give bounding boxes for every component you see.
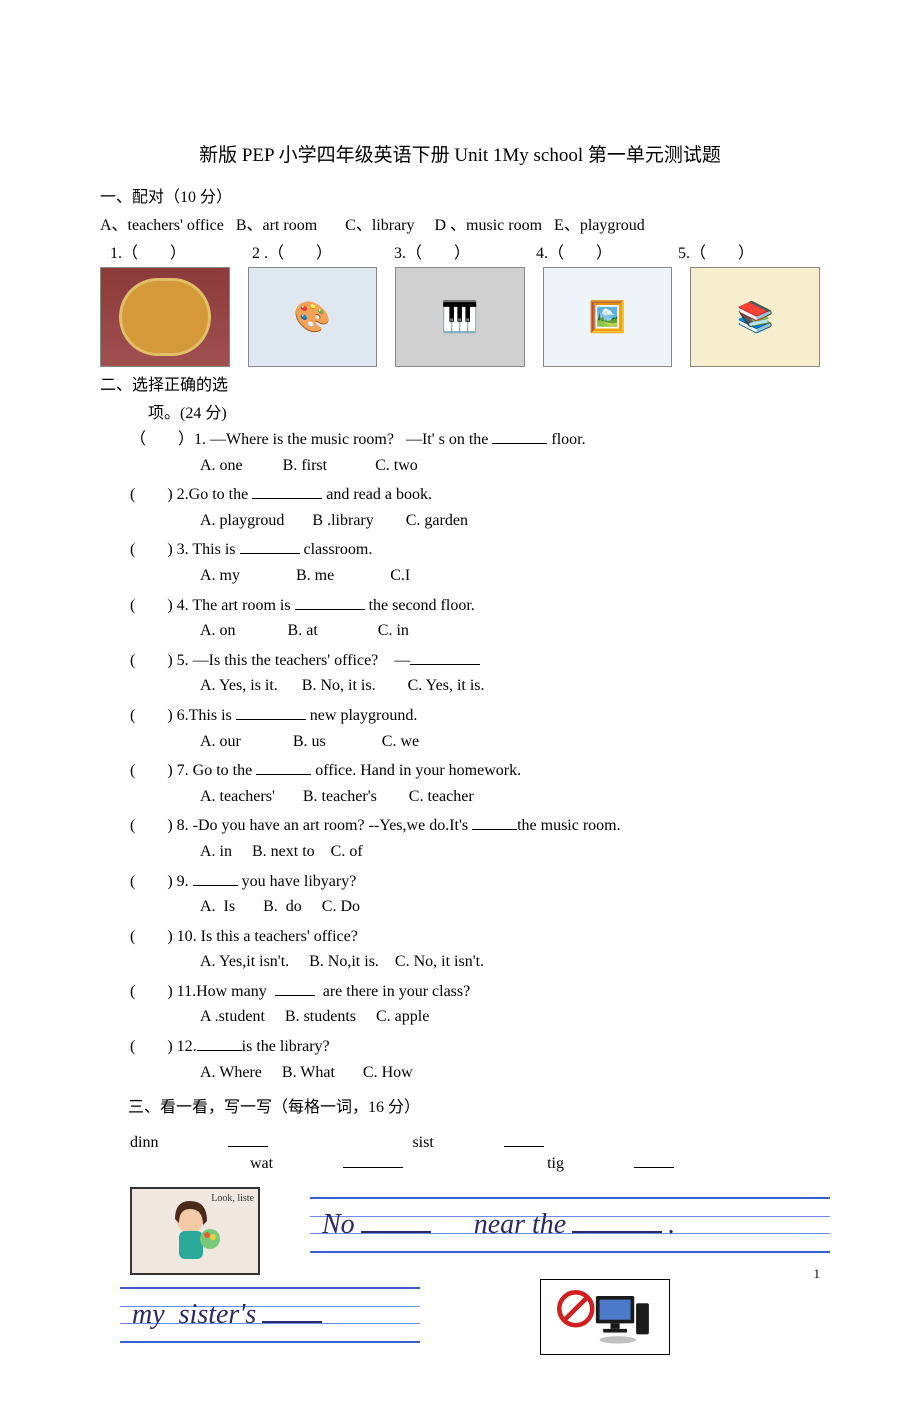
match-numbers-row: 1.（ ） 2 .（ ） 3.（ ） 4.（ ） 5.（ ） [110,239,820,263]
easel-image: 🖼️ [543,267,673,367]
fill-words-row: dinn sist wat tig [130,1131,820,1173]
girl-image-box: Look, liste [130,1187,260,1275]
question-stem[interactable]: ( ) 7. Go to the office. Hand in your ho… [130,758,820,784]
question-choices[interactable]: A. our B. us C. we [200,729,820,755]
question-choices[interactable]: A. one B. first C. two [200,453,820,479]
question-choices[interactable]: A. teachers' B. teacher's C. teacher [200,784,820,810]
fill-word-3[interactable]: wat [250,1155,473,1172]
question-choices[interactable]: A. in B. next to C. of [200,839,820,865]
art-room-image: 🎨 [248,267,378,367]
question-choices[interactable]: A. my B. me C.I [200,563,820,589]
question-choices[interactable]: A. on B. at C. in [200,618,820,644]
question-4: ( ) 4. The art room is the second floor.… [130,593,820,644]
fill-word-2[interactable]: sist [412,1134,613,1151]
question-1: （ ）1. —Where is the music room? —It' s o… [130,427,820,478]
look-listen-label: Look, liste [211,1193,254,1204]
match-num-2[interactable]: 2 .（ ） [252,239,394,263]
match-num-3[interactable]: 3.（ ） [394,239,536,263]
question-7: ( ) 7. Go to the office. Hand in your ho… [130,758,820,809]
question-10: ( ) 10. Is this a teachers' office?A. Ye… [130,924,820,975]
section1-heading: 一、配对（10 分） [100,183,820,207]
question-stem[interactable]: ( ) 11.How many are there in your class? [130,979,820,1005]
question-9: ( ) 9. you have libyary?A. Is B. do C. D… [130,869,820,920]
question-choices[interactable]: A. playgroud B .library C. garden [200,508,820,534]
page-number: 1 [814,1266,821,1282]
question-stem[interactable]: ( ) 6.This is new playground. [130,703,820,729]
question-choices[interactable]: A. Yes, is it. B. No, it is. C. Yes, it … [200,673,820,699]
match-images-row: 🎨 🎹 🖼️ 📚 [100,267,820,367]
question-6: ( ) 6.This is new playground.A. our B. u… [130,703,820,754]
question-2: ( ) 2.Go to the and read a book.A. playg… [130,482,820,533]
question-choices[interactable]: A. Where B. What C. How [200,1060,820,1086]
question-8: ( ) 8. -Do you have an art room? --Yes,w… [130,813,820,864]
question-stem[interactable]: ( ) 5. —Is this the teachers' office? — [130,648,820,674]
question-stem[interactable]: ( ) 3. This is classroom. [130,537,820,563]
library-image: 📚 [690,267,820,367]
page-title: 新版 PEP 小学四年级英语下册 Unit 1My school 第一单元测试题 [100,140,820,167]
question-11: ( ) 11.How many are there in your class?… [130,979,820,1030]
question-stem[interactable]: ( ) 8. -Do you have an art room? --Yes,w… [130,813,820,839]
section2-heading-a: 二、选择正确的选 [100,371,820,395]
fill-word-4[interactable]: tig [547,1155,744,1172]
question-3: ( ) 3. This is classroom.A. my B. me C.I [130,537,820,588]
computer-image-box [540,1279,670,1355]
question-stem[interactable]: （ ）1. —Where is the music room? —It' s o… [130,427,820,453]
question-stem[interactable]: ( ) 10. Is this a teachers' office? [130,924,820,950]
fill-word-1[interactable]: dinn [130,1134,338,1151]
question-12: ( ) 12.is the library?A. Where B. What C… [130,1034,820,1085]
question-stem[interactable]: ( ) 9. you have libyary? [130,869,820,895]
music-room-image: 🎹 [395,267,525,367]
question-stem[interactable]: ( ) 2.Go to the and read a book. [130,482,820,508]
playground-image [100,267,230,367]
cursive-line-2[interactable]: my sister's [120,1287,420,1343]
match-num-4[interactable]: 4.（ ） [536,239,678,263]
question-5: ( ) 5. —Is this the teachers' office? —A… [130,648,820,699]
match-num-1[interactable]: 1.（ ） [110,239,252,263]
worksheet-page: 新版 PEP 小学四年级英语下册 Unit 1My school 第一单元测试题… [0,0,920,1417]
question-choices[interactable]: A. Is B. do C. Do [200,894,820,920]
questions-container: （ ）1. —Where is the music room? —It' s o… [100,427,820,1085]
section3-image-area: Look, liste No near the. my sister's [110,1187,820,1357]
section2-heading-b: 项。(24 分) [148,399,820,423]
match-num-5[interactable]: 5.（ ） [678,239,820,263]
no-computer-icon [550,1285,660,1349]
cursive-line-1[interactable]: No near the. [310,1197,830,1253]
question-choices[interactable]: A. Yes,it isn't. B. No,it is. C. No, it … [200,949,820,975]
question-stem[interactable]: ( ) 12.is the library? [130,1034,820,1060]
question-choices[interactable]: A .student B. students C. apple [200,1004,820,1030]
section3-heading: 三、看一看，写一写（每格一词，16 分） [128,1093,820,1117]
question-stem[interactable]: ( ) 4. The art room is the second floor. [130,593,820,619]
section1-options: A、teachers' office B、art room C、library … [100,211,820,235]
